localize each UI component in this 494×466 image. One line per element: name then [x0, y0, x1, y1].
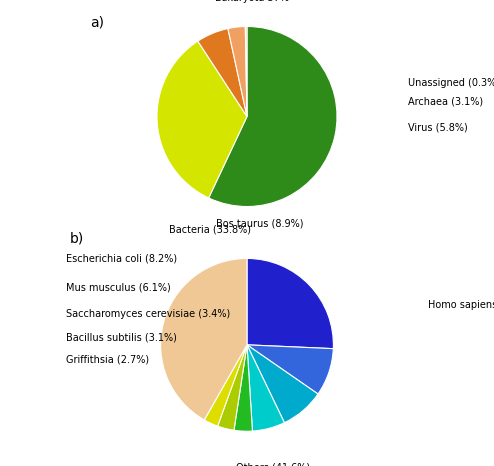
Text: Escherichia coli (8.2%): Escherichia coli (8.2%) — [66, 254, 177, 263]
Text: Homo sapiens (25.6%): Homo sapiens (25.6%) — [428, 300, 494, 310]
Wedge shape — [157, 41, 247, 198]
Text: Virus (5.8%): Virus (5.8%) — [408, 122, 468, 132]
Text: Unassigned (0.3%): Unassigned (0.3%) — [408, 78, 494, 88]
Wedge shape — [234, 345, 252, 431]
Wedge shape — [198, 28, 247, 116]
Text: Bos taurus (8.9%): Bos taurus (8.9%) — [216, 219, 303, 229]
Wedge shape — [247, 345, 285, 431]
Text: a): a) — [90, 16, 104, 30]
Text: Griffithsia (2.7%): Griffithsia (2.7%) — [66, 355, 149, 364]
Text: Bacillus subtilis (3.1%): Bacillus subtilis (3.1%) — [66, 332, 177, 343]
Text: Archaea (3.1%): Archaea (3.1%) — [408, 96, 483, 107]
Wedge shape — [247, 345, 333, 394]
Text: Mus musculus (6.1%): Mus musculus (6.1%) — [66, 283, 170, 293]
Wedge shape — [161, 259, 247, 420]
Text: Saccharomyces cerevisiae (3.4%): Saccharomyces cerevisiae (3.4%) — [66, 309, 230, 319]
Text: Eukaryota 57%: Eukaryota 57% — [215, 0, 289, 3]
Wedge shape — [247, 345, 318, 423]
Wedge shape — [247, 259, 333, 349]
Wedge shape — [218, 345, 247, 430]
Wedge shape — [205, 345, 247, 426]
Text: Bacteria (33.8%): Bacteria (33.8%) — [169, 225, 251, 234]
Wedge shape — [246, 27, 247, 116]
Wedge shape — [208, 27, 337, 206]
Text: Others (41.6%): Others (41.6%) — [236, 463, 310, 466]
Text: b): b) — [70, 231, 84, 245]
Wedge shape — [228, 27, 247, 116]
